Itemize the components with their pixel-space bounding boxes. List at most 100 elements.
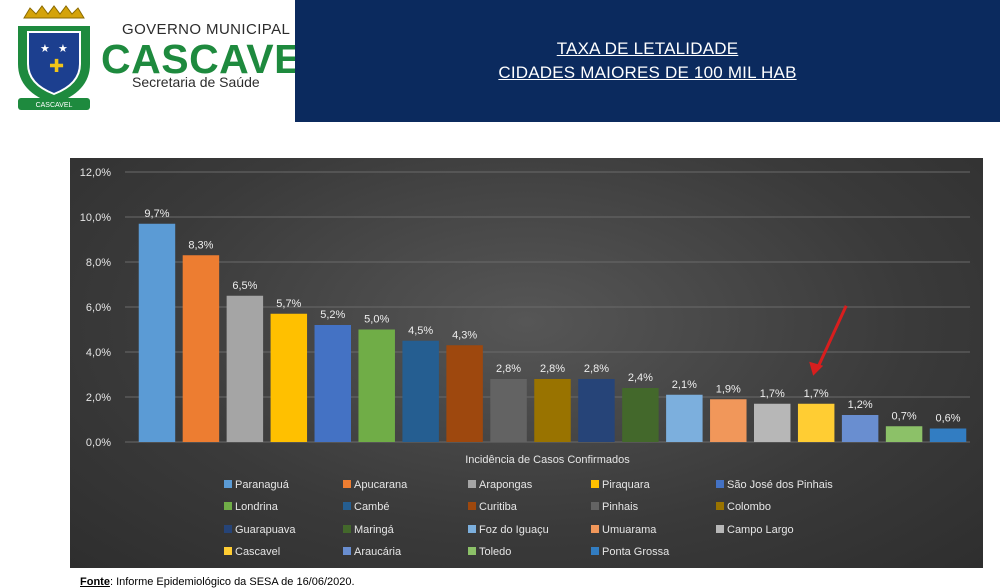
legend-swatch (343, 525, 351, 533)
data-label: 2,1% (672, 379, 697, 391)
bar-4 (314, 325, 352, 442)
legend-label: Londrina (235, 501, 279, 513)
bar-13 (710, 399, 747, 442)
y-tick-label: 4,0% (86, 347, 111, 359)
bar-5 (358, 329, 395, 442)
legend-swatch (591, 547, 599, 555)
source-note: Fonte: Informe Epidemiológico da SESA de… (80, 576, 355, 588)
legend-swatch (716, 525, 724, 533)
highlight-arrow-shaft (816, 305, 848, 368)
svg-text:★: ★ (58, 42, 68, 55)
legend-swatch (591, 502, 599, 510)
legend-label: Umuarama (602, 524, 657, 536)
legend-swatch (224, 547, 232, 555)
bar-0 (138, 223, 176, 442)
data-label: 4,5% (408, 325, 433, 337)
legend-swatch (468, 502, 476, 510)
data-label: 1,2% (848, 399, 873, 411)
bar-11 (622, 388, 659, 442)
legend-label: Toledo (479, 546, 511, 558)
data-label: 2,8% (496, 363, 521, 375)
data-label: 5,2% (320, 309, 345, 321)
source-text: : Informe Epidemiológico da SESA de 16/0… (109, 576, 355, 588)
legend-swatch (468, 480, 476, 488)
title-banner: TAXA DE LETALIDADE CIDADES MAIORES DE 10… (295, 0, 1000, 122)
bar-12 (666, 394, 703, 442)
bar-7 (446, 345, 483, 442)
y-tick-label: 10,0% (80, 212, 111, 224)
legend-label: Apucarana (354, 479, 408, 491)
page-title-line-1: TAXA DE LETALIDADE (556, 39, 739, 58)
legend-label: Curitiba (479, 501, 518, 513)
legend-label: Araucária (354, 546, 402, 558)
bar-17 (885, 426, 923, 442)
bar-14 (753, 403, 791, 442)
y-tick-label: 8,0% (86, 257, 111, 269)
legend-label: Colombo (727, 501, 771, 513)
svg-text:★: ★ (40, 42, 50, 55)
bar-chart: 0,0% 2,0% 4,0% 6,0% 8,0% 10,0% 12,0% 9,7% 8,3% 6,… (80, 167, 970, 558)
logo-panel: ★ ★ ✚ CASCAVEL GOVERNO MUNICIPAL CASCAVE… (0, 0, 327, 122)
y-tick-label: 6,0% (86, 302, 111, 314)
data-label: 9,7% (144, 208, 169, 220)
chart-panel: 0,0% 2,0% 4,0% 6,0% 8,0% 10,0% 12,0% 9,7% 8,3% 6,… (70, 158, 983, 568)
bar-10 (578, 379, 615, 442)
source-label: Fonte (80, 576, 110, 588)
bar-16 (841, 415, 879, 442)
data-label: 4,3% (452, 329, 477, 341)
data-label: 2,4% (628, 372, 653, 384)
page-title-line-2: CIDADES MAIORES DE 100 MIL HAB (498, 63, 797, 82)
bar-1 (182, 255, 220, 442)
legend-swatch (343, 480, 351, 488)
data-label: 6,5% (232, 280, 257, 292)
legend-label: Cascavel (235, 546, 280, 558)
legend-label: Foz do Iguaçu (479, 524, 549, 536)
legend-label: Arapongas (479, 479, 533, 491)
legend-label: Campo Largo (727, 524, 794, 536)
legend-swatch (224, 480, 232, 488)
data-label: 2,8% (540, 363, 565, 375)
legend-label: São José dos Pinhais (727, 479, 833, 491)
legend-label: Guarapuava (235, 524, 296, 536)
city-crest-icon: ★ ★ ✚ CASCAVEL (18, 5, 90, 110)
legend-swatch (716, 480, 724, 488)
legend-swatch (343, 547, 351, 555)
legend-swatch (591, 480, 599, 488)
legend-swatch (468, 547, 476, 555)
data-label: 1,9% (716, 383, 741, 395)
bar-3 (270, 313, 308, 442)
legend-label: Maringá (354, 524, 395, 536)
data-label: 8,3% (188, 239, 213, 251)
legend-label: Cambé (354, 501, 389, 513)
legend-label: Paranaguá (235, 479, 290, 491)
legend-label: Piraquara (602, 479, 651, 491)
data-label: 5,0% (364, 314, 389, 326)
highlight-arrow-head (809, 361, 824, 376)
y-tick-label: 12,0% (80, 167, 111, 179)
legend-swatch (591, 525, 599, 533)
data-label: 2,8% (584, 363, 609, 375)
bar-2 (226, 295, 264, 442)
data-label: 1,7% (804, 388, 829, 400)
data-label: 0,6% (935, 413, 960, 425)
city-label: CASCAVEL (101, 36, 328, 82)
legend-swatch (224, 502, 232, 510)
y-tick-label: 2,0% (86, 392, 111, 404)
bar-6 (402, 340, 439, 442)
legend-swatch (343, 502, 351, 510)
bar-15 (797, 403, 835, 442)
y-tick-label: 0,0% (86, 437, 111, 449)
data-label: 1,7% (760, 388, 785, 400)
data-label: 0,7% (892, 410, 917, 422)
data-label: 5,7% (276, 298, 301, 310)
dept-label: Secretaria de Saúde (132, 74, 260, 90)
bar-8 (490, 379, 527, 442)
legend-swatch (224, 525, 232, 533)
bar-18 (929, 428, 967, 442)
legend-label: Pinhais (602, 501, 639, 513)
gov-label: GOVERNO MUNICIPAL (122, 21, 291, 38)
svg-text:✚: ✚ (49, 56, 64, 77)
bar-9 (534, 379, 571, 442)
legend-swatch (716, 502, 724, 510)
legend-swatch (468, 525, 476, 533)
